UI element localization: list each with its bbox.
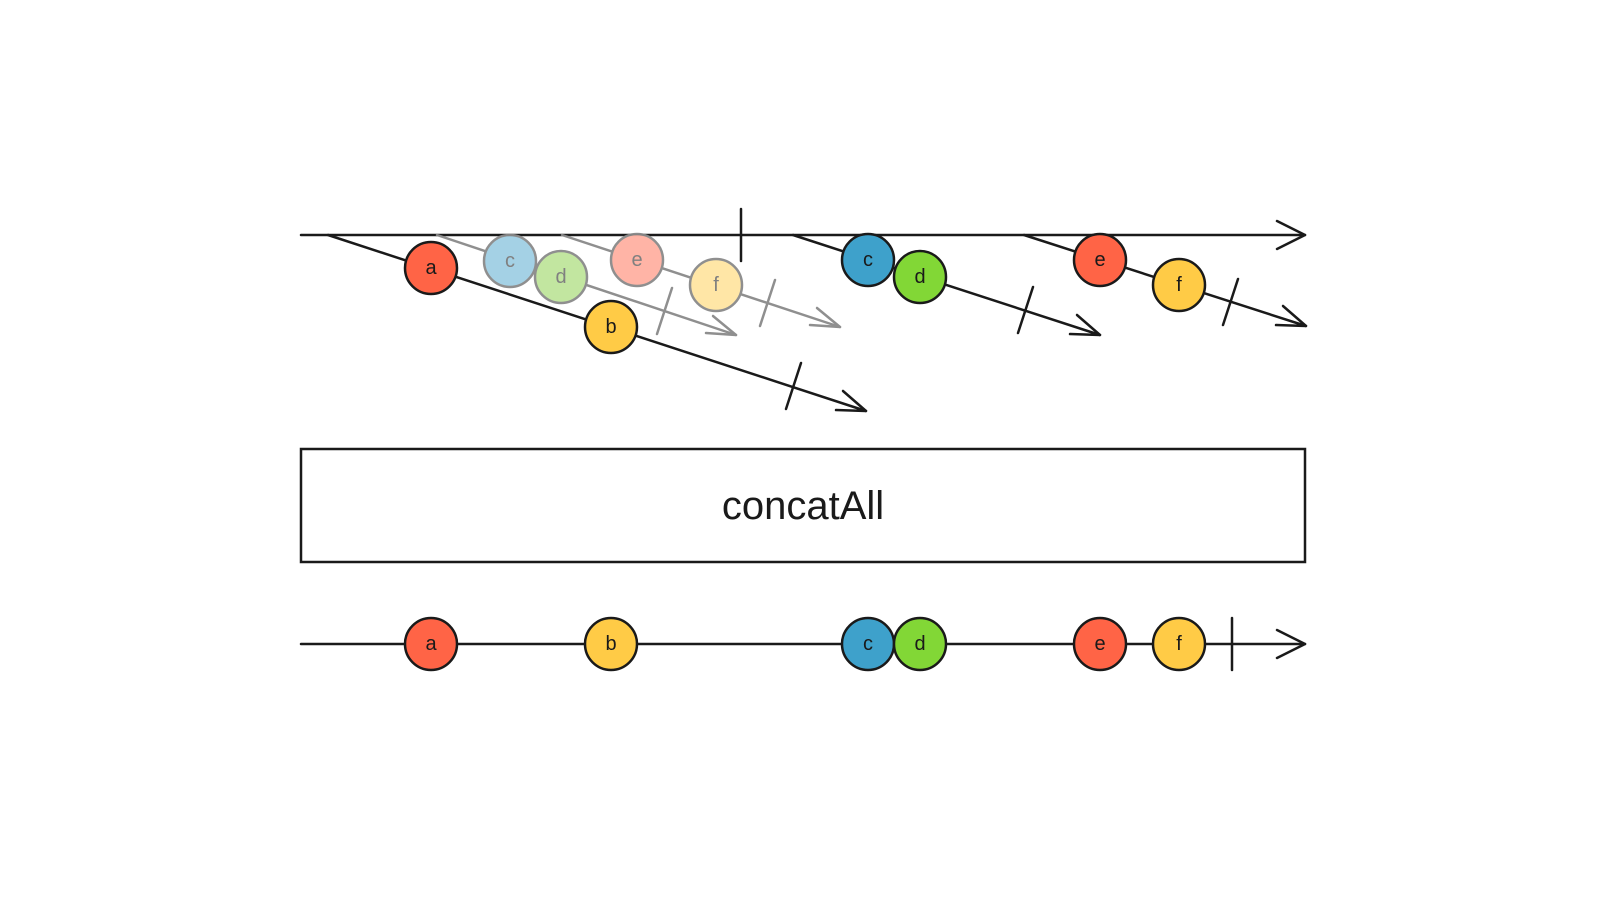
inner-arrowhead: [834, 389, 868, 413]
operator-label: concatAll: [722, 484, 884, 528]
marble-f-circle: [688, 257, 744, 313]
marble-e: e: [1072, 232, 1128, 288]
inner-stream-ef-original: e f: [560, 232, 842, 329]
output-marble-c-label: c: [863, 633, 873, 655]
marble-c-label: c: [505, 250, 515, 272]
inner-completion-marker: [655, 286, 674, 336]
marble-f: f: [688, 257, 744, 313]
inner-arrowhead: [1274, 304, 1308, 328]
marble-d-label: d: [914, 266, 925, 288]
marble-c-circle: [840, 232, 896, 288]
marble-d-circle: [533, 249, 589, 305]
output-marble-b-circle: [583, 616, 639, 672]
marble-e: e: [609, 232, 665, 288]
marble-f-circle: [1151, 257, 1207, 313]
inner-completion-marker: [1221, 277, 1240, 327]
output-marble-e: e: [1072, 616, 1128, 672]
output-marble-d-label: d: [914, 633, 925, 655]
inner-stream-ab: a b: [326, 233, 868, 413]
output-marble-f: f: [1151, 616, 1207, 672]
output-marble-b: b: [583, 616, 639, 672]
marble-d-circle: [892, 249, 948, 305]
output-stream: a b c d e f: [299, 616, 1307, 672]
marble-d-label: d: [555, 266, 566, 288]
inner-stream-ef: e f: [1022, 232, 1308, 328]
marble-a-label: a: [425, 257, 437, 279]
marble-d: d: [892, 249, 948, 305]
marble-a: a: [403, 240, 459, 296]
marble-c: c: [840, 232, 896, 288]
inner-timeline: [791, 233, 1102, 337]
inner-completion-marker: [784, 361, 803, 411]
inner-arrowhead: [704, 314, 738, 337]
marble-c: c: [482, 233, 538, 289]
output-arrowhead: [1275, 628, 1307, 660]
output-marble-c: c: [840, 616, 896, 672]
marble-f-label: f: [713, 274, 719, 296]
marble-f-label: f: [1176, 274, 1182, 296]
output-marble-a-circle: [403, 616, 459, 672]
marble-e-label: e: [631, 249, 642, 271]
output-marble-a-label: a: [425, 633, 437, 655]
output-marble-b-label: b: [605, 633, 616, 655]
marble-e-label: e: [1094, 249, 1105, 271]
output-marble-a: a: [403, 616, 459, 672]
marble-d: d: [533, 249, 589, 305]
inner-completion-marker: [1016, 285, 1035, 335]
input-arrowhead: [1275, 219, 1307, 251]
marble-a-circle: [403, 240, 459, 296]
output-marble-f-label: f: [1176, 633, 1182, 655]
inner-arrowhead: [1068, 313, 1102, 337]
inner-stream-cd: c d: [791, 232, 1102, 337]
inner-arrowhead: [808, 306, 842, 329]
marble-b: b: [583, 299, 639, 355]
inner-completion-marker: [758, 278, 777, 328]
output-marble-e-circle: [1072, 616, 1128, 672]
operator-box: [299, 447, 1307, 564]
output-marble-d: d: [892, 616, 948, 672]
output-marble-f-circle: [1151, 616, 1207, 672]
marble-c-label: c: [863, 249, 873, 271]
marble-b-circle: [583, 299, 639, 355]
inner-stream-cd-original: c d: [435, 233, 738, 337]
output-marble-e-label: e: [1094, 633, 1105, 655]
input-stream: [299, 207, 1307, 263]
marble-e-circle: [609, 232, 665, 288]
output-marble-d-circle: [892, 616, 948, 672]
marble-b-label: b: [605, 316, 616, 338]
operator: concatAll: [299, 447, 1307, 564]
marble-e-circle: [1072, 232, 1128, 288]
marble-c-circle: [482, 233, 538, 289]
marble-f: f: [1151, 257, 1207, 313]
